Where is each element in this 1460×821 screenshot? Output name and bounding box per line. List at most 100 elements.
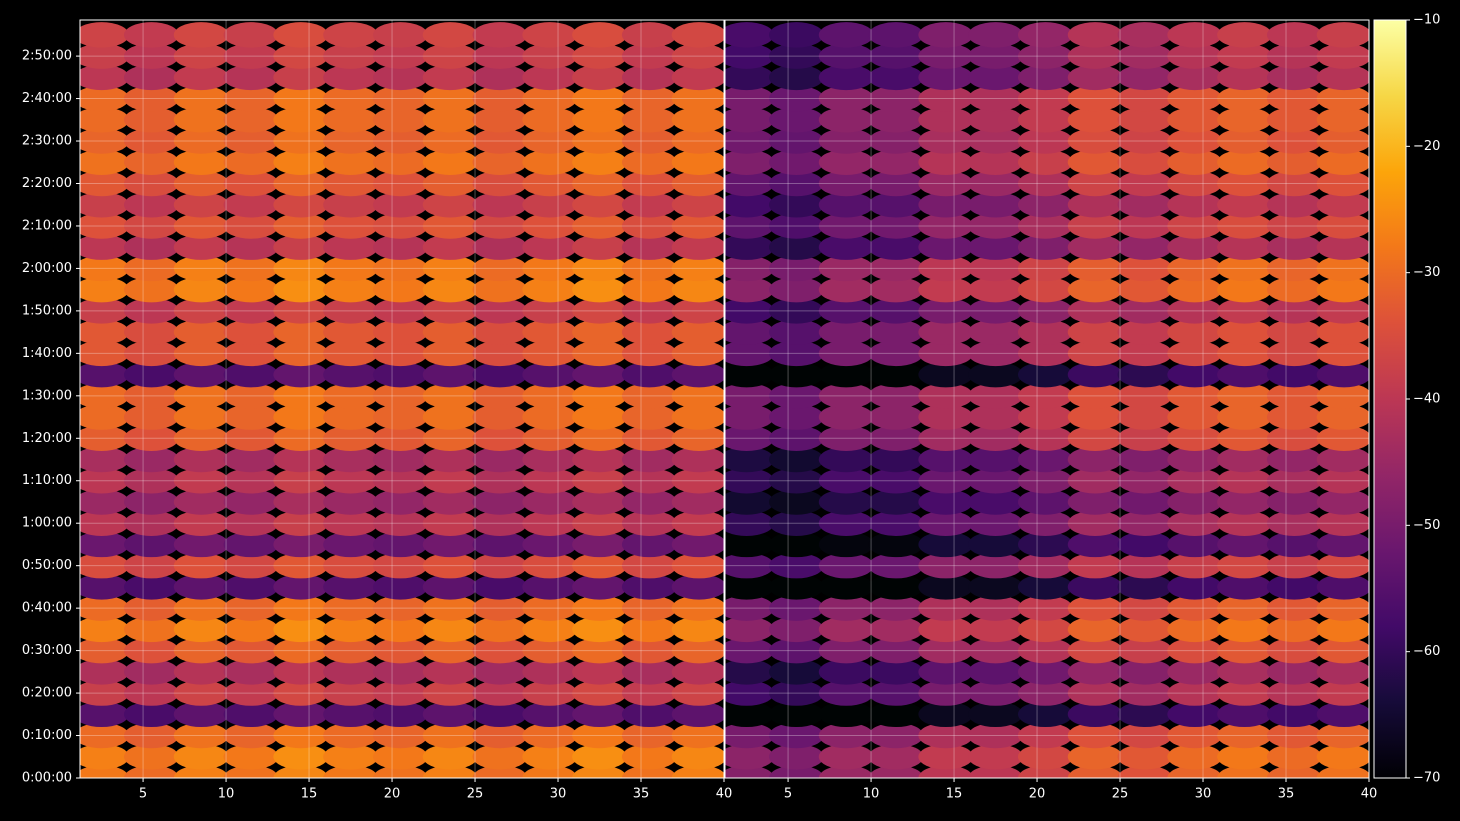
cell xyxy=(422,680,478,706)
cell xyxy=(223,191,279,218)
cell xyxy=(372,170,428,197)
cell xyxy=(968,637,1023,664)
cell xyxy=(1017,22,1073,48)
cell xyxy=(1217,510,1272,536)
cell xyxy=(1017,191,1073,218)
cell xyxy=(173,552,229,579)
cell xyxy=(1217,170,1272,197)
y-tick-label: 0:10:00 xyxy=(22,728,72,743)
cell xyxy=(1316,340,1369,367)
cell xyxy=(223,446,279,473)
cell xyxy=(621,340,677,367)
cell xyxy=(1067,298,1123,324)
cell xyxy=(1067,149,1123,175)
cell xyxy=(818,85,874,112)
cell xyxy=(918,425,974,452)
cell xyxy=(80,319,129,345)
cell xyxy=(1266,383,1322,409)
cell xyxy=(671,744,724,770)
cell xyxy=(818,701,874,728)
cell xyxy=(868,595,924,621)
cell xyxy=(1266,765,1322,778)
cell xyxy=(1217,107,1272,133)
cell xyxy=(223,149,279,175)
cell xyxy=(818,170,874,197)
cell xyxy=(572,701,627,728)
cell xyxy=(323,340,378,367)
cell xyxy=(768,213,824,239)
cell xyxy=(422,404,478,430)
cell xyxy=(1167,552,1223,579)
cell xyxy=(1017,149,1073,175)
cell xyxy=(918,107,974,133)
cell xyxy=(123,319,179,345)
cell xyxy=(372,489,428,515)
cell xyxy=(768,701,824,728)
cell xyxy=(818,191,874,218)
cell xyxy=(1266,107,1322,133)
cell xyxy=(1117,255,1173,282)
cell xyxy=(1217,637,1272,664)
cell xyxy=(123,85,179,112)
cell xyxy=(323,255,378,282)
cell xyxy=(572,361,627,388)
cell xyxy=(725,85,774,112)
cell xyxy=(725,701,774,728)
cell xyxy=(422,213,478,239)
cell xyxy=(372,722,428,749)
y-tick-label: 2:10:00 xyxy=(22,218,72,233)
cell xyxy=(1167,489,1223,515)
cell xyxy=(273,637,329,664)
cell xyxy=(372,340,428,367)
cell xyxy=(472,595,528,621)
cell xyxy=(968,340,1023,367)
cell xyxy=(1266,255,1322,282)
cell xyxy=(918,149,974,175)
cell xyxy=(1167,637,1223,664)
x-tick-label: 20 xyxy=(1029,787,1046,802)
cell xyxy=(768,404,824,430)
cell xyxy=(273,255,329,282)
cell xyxy=(323,765,378,778)
cell xyxy=(768,149,824,175)
cell xyxy=(1117,680,1173,706)
cell xyxy=(472,616,528,643)
cell xyxy=(868,298,924,324)
cell xyxy=(1217,744,1272,770)
cell xyxy=(1117,701,1173,728)
cell xyxy=(273,107,329,133)
cell xyxy=(173,276,229,303)
cell xyxy=(868,234,924,260)
cell xyxy=(323,404,378,430)
cell xyxy=(273,680,329,706)
cell xyxy=(725,213,774,239)
cell xyxy=(1017,107,1073,133)
cell xyxy=(621,510,677,536)
cell xyxy=(868,510,924,536)
cell xyxy=(572,616,627,643)
cell xyxy=(1067,701,1123,728)
x-tick-label: 10 xyxy=(863,787,880,802)
cell xyxy=(1117,149,1173,175)
cell xyxy=(422,765,478,778)
cell xyxy=(1067,744,1123,770)
cell xyxy=(725,637,774,664)
cell xyxy=(223,637,279,664)
cell xyxy=(572,234,627,260)
cell xyxy=(422,361,478,388)
cell xyxy=(1217,552,1272,579)
cell xyxy=(818,43,874,69)
cell xyxy=(472,701,528,728)
cell xyxy=(422,531,478,558)
cell xyxy=(572,22,627,48)
cell xyxy=(223,22,279,48)
cell xyxy=(868,361,924,388)
cell xyxy=(1266,361,1322,388)
cell xyxy=(671,276,724,303)
cell xyxy=(768,616,824,643)
cell xyxy=(671,191,724,218)
cell xyxy=(1067,85,1123,112)
cell xyxy=(323,701,378,728)
cell xyxy=(273,22,329,48)
cell xyxy=(768,468,824,494)
